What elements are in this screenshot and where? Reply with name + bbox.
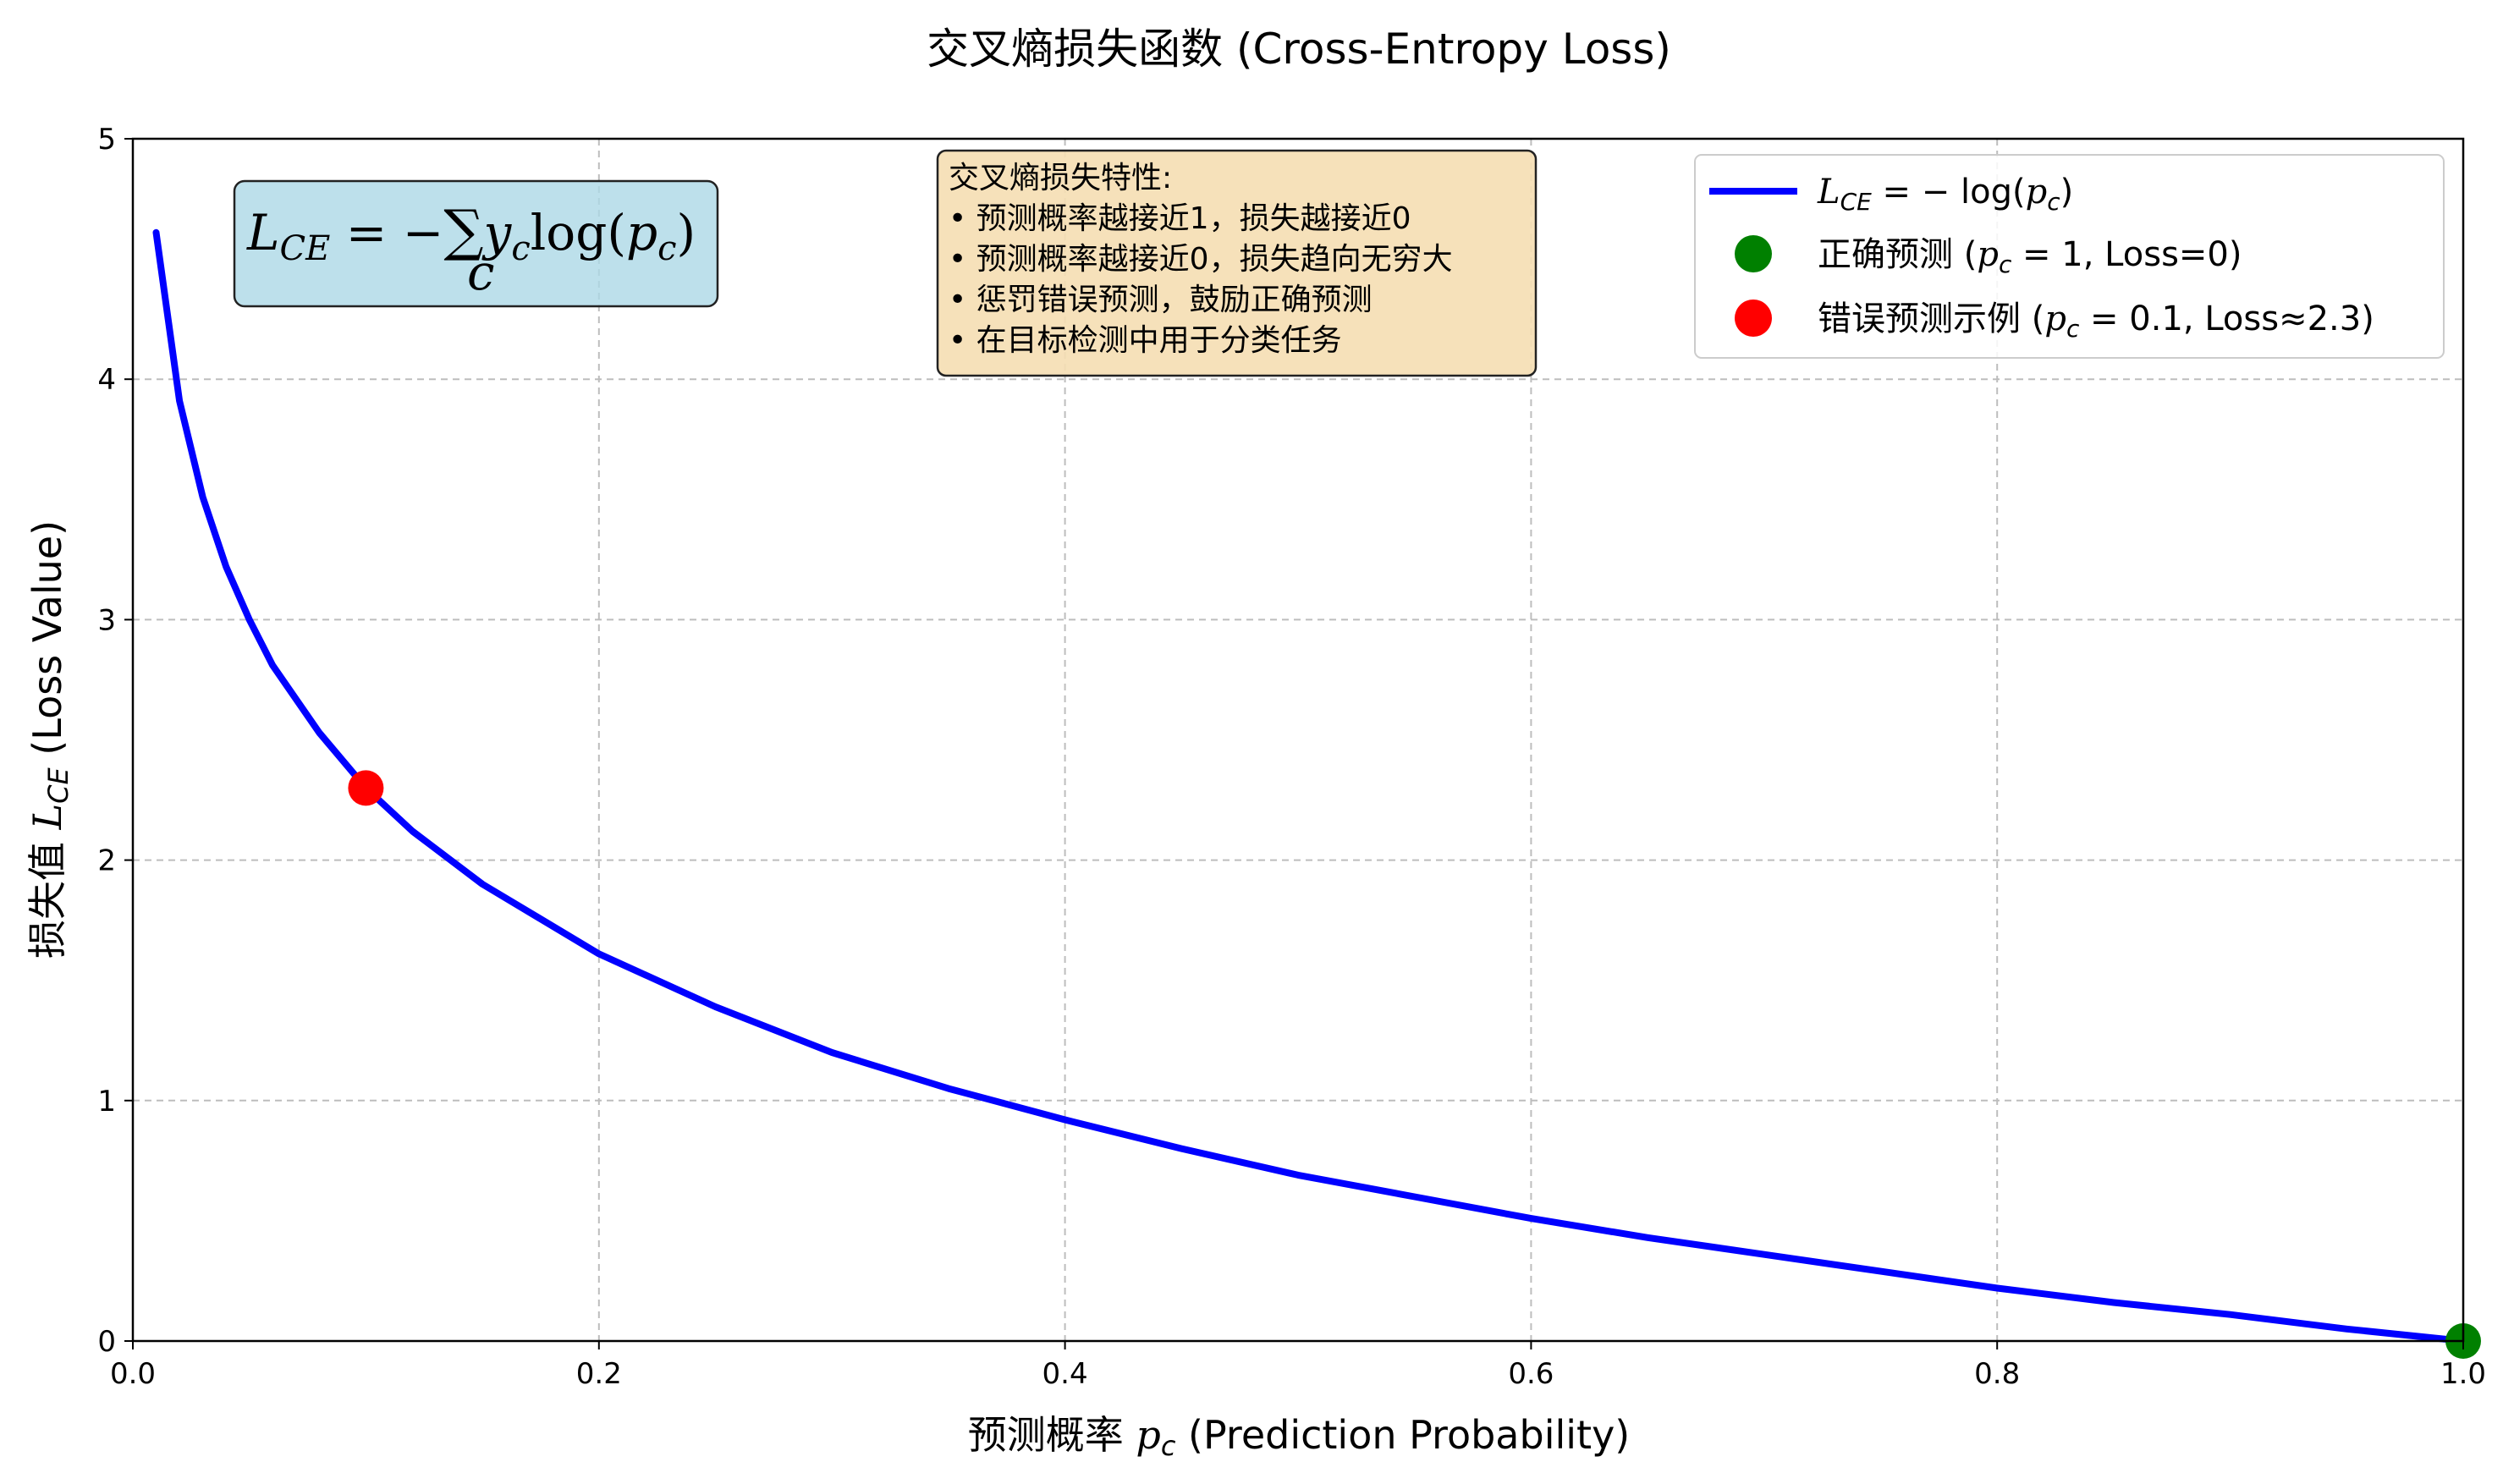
chart-title: 交叉熵损失函数 (Cross-Entropy Loss) [927,25,1671,74]
y-tick-label: 1 [97,1085,116,1118]
legend-entry-line: LCE = − log(pc) [1817,173,2073,216]
x-tick-label: 0.0 [110,1357,156,1391]
legend-entry-wrong: 错误预测示例 (pc = 0.1, Loss≈2.3) [1818,300,2374,343]
wrong-prediction-marker [348,770,384,806]
legend-swatch-green-marker [1735,235,1772,272]
y-tick-label: 2 [97,844,116,878]
loss-curve [152,228,2467,1344]
notes-item-2: • 预测概率越接近0，损失趋向无穷大 [949,242,1453,277]
formula-text: LCE = −∑yclog(pc) [246,198,696,268]
y-tick-label: 5 [97,123,116,157]
y-axis-label: 损失值 LCE (Loss Value) [25,520,74,959]
x-tick-label: 0.4 [1042,1357,1088,1391]
x-axis-ticks: 0.0 0.2 0.4 0.6 0.8 1.0 [110,1341,2486,1391]
y-axis-ticks: 0 1 2 3 4 5 [97,123,133,1359]
y-tick-label: 4 [97,363,116,397]
x-tick-label: 1.0 [2440,1357,2486,1391]
y-tick-label: 0 [97,1325,116,1359]
notes-item-3: • 惩罚错误预测，鼓励正确预测 [949,283,1373,317]
notes-box: 交叉熵损失特性: • 预测概率越接近1，损失越接近0 • 预测概率越接近0，损失… [936,149,1538,377]
x-tick-label: 0.2 [576,1357,622,1391]
x-axis-label: 预测概率 pc (Prediction Probability) [968,1412,1631,1462]
x-tick-label: 0.6 [1508,1357,1554,1391]
formula-box: LCE = −∑yclog(pc) c [233,179,719,308]
legend-entry-correct: 正确预测 (pc = 1, Loss=0) [1818,235,2242,278]
y-tick-label: 3 [97,603,116,637]
notes-item-1: • 预测概率越接近1，损失越接近0 [949,201,1411,236]
legend-swatch-red-marker [1735,300,1772,337]
legend: LCE = − log(pc) 正确预测 (pc = 1, Loss=0) 错误… [1694,154,2445,359]
notes-title: 交叉熵损失特性: [949,161,1172,195]
formula-sum-subscript: c [467,244,494,301]
curve-layer [152,228,2467,1344]
plot-frame [131,137,2465,1343]
x-tick-label: 0.8 [1974,1357,2020,1391]
grid [133,139,2463,1341]
notes-item-4: • 在目标检测中用于分类任务 [949,323,1342,358]
